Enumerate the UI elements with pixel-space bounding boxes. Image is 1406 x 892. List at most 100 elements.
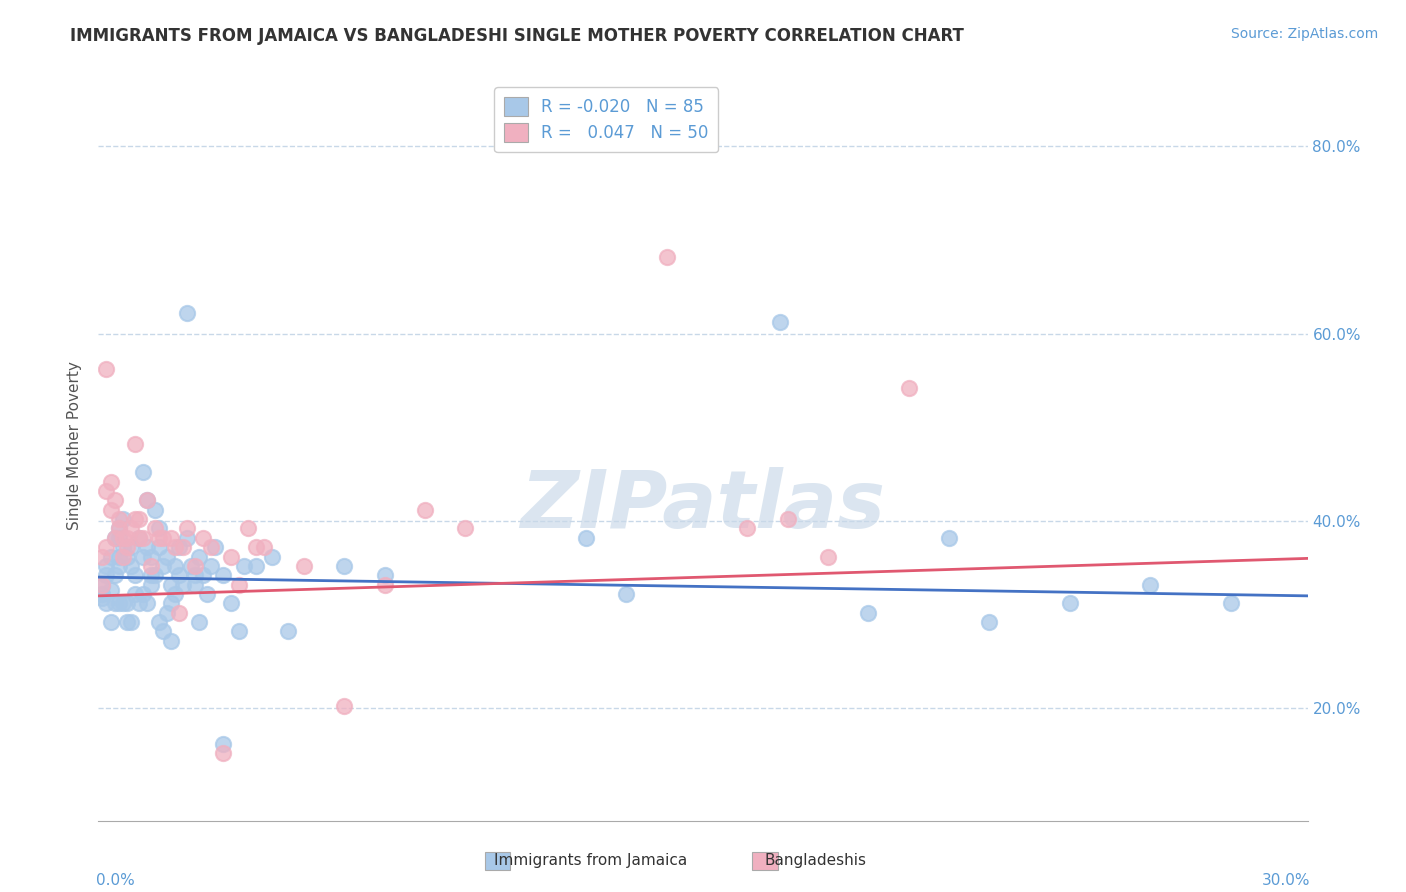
Point xyxy=(143,502,166,516)
Text: 0.0%: 0.0% xyxy=(96,873,135,888)
Point xyxy=(160,633,183,648)
Point xyxy=(139,549,162,564)
Point xyxy=(107,558,129,573)
Point xyxy=(96,568,118,582)
Point xyxy=(204,540,226,554)
Point xyxy=(184,577,207,591)
Point xyxy=(156,606,179,620)
Point xyxy=(188,615,211,629)
Point xyxy=(107,531,129,545)
Point xyxy=(120,521,142,535)
Point xyxy=(228,577,250,591)
Point xyxy=(737,521,759,535)
Point xyxy=(184,558,207,573)
Point xyxy=(575,531,598,545)
Point xyxy=(212,737,235,751)
Point xyxy=(1059,596,1081,610)
Point xyxy=(212,746,235,760)
Point xyxy=(200,540,222,554)
Point xyxy=(111,531,134,545)
Point xyxy=(143,568,166,582)
Point xyxy=(245,558,267,573)
Point xyxy=(938,531,960,545)
Point xyxy=(128,512,150,526)
Point xyxy=(221,549,243,564)
Point xyxy=(212,568,235,582)
Point xyxy=(132,465,155,479)
Point xyxy=(374,568,396,582)
Point xyxy=(160,596,183,610)
Point xyxy=(858,606,880,620)
Point xyxy=(96,483,118,498)
Text: IMMIGRANTS FROM JAMAICA VS BANGLADESHI SINGLE MOTHER POVERTY CORRELATION CHART: IMMIGRANTS FROM JAMAICA VS BANGLADESHI S… xyxy=(70,27,965,45)
Point xyxy=(96,540,118,554)
Point xyxy=(120,558,142,573)
Point xyxy=(152,624,174,639)
Point xyxy=(115,549,138,564)
Point xyxy=(135,493,157,508)
Text: Bangladeshis: Bangladeshis xyxy=(765,854,866,868)
Point xyxy=(160,531,183,545)
Text: 30.0%: 30.0% xyxy=(1261,873,1310,888)
Point xyxy=(163,558,186,573)
Legend: R = -0.020   N = 85, R =   0.047   N = 50: R = -0.020 N = 85, R = 0.047 N = 50 xyxy=(495,87,718,153)
Point xyxy=(163,540,186,554)
Point xyxy=(128,531,150,545)
Point xyxy=(655,250,678,264)
Point xyxy=(160,577,183,591)
Point xyxy=(135,493,157,508)
Point xyxy=(236,521,259,535)
Point xyxy=(374,577,396,591)
Point xyxy=(167,568,190,582)
Point xyxy=(135,540,157,554)
Point xyxy=(245,540,267,554)
Point xyxy=(91,587,114,601)
Point xyxy=(454,521,477,535)
Point xyxy=(333,558,356,573)
Point xyxy=(100,549,122,564)
Point xyxy=(193,568,215,582)
Point xyxy=(103,596,125,610)
Point xyxy=(152,558,174,573)
Point xyxy=(413,502,436,516)
Point xyxy=(253,540,276,554)
Point xyxy=(107,512,129,526)
Point xyxy=(103,531,125,545)
Text: Immigrants from Jamaica: Immigrants from Jamaica xyxy=(494,854,688,868)
Point xyxy=(176,531,198,545)
Text: ZIPatlas: ZIPatlas xyxy=(520,467,886,545)
Point xyxy=(107,521,129,535)
Point xyxy=(111,512,134,526)
Point xyxy=(1139,577,1161,591)
Point xyxy=(91,577,114,591)
Text: Source: ZipAtlas.com: Source: ZipAtlas.com xyxy=(1230,27,1378,41)
Point xyxy=(103,493,125,508)
Point xyxy=(277,624,299,639)
Point xyxy=(228,624,250,639)
Point xyxy=(897,381,920,395)
Point xyxy=(148,531,170,545)
Point xyxy=(172,540,194,554)
Point xyxy=(96,362,118,376)
Point xyxy=(115,540,138,554)
Point xyxy=(221,596,243,610)
Point xyxy=(100,475,122,489)
Point xyxy=(91,591,114,605)
Point xyxy=(167,606,190,620)
Point xyxy=(100,583,122,598)
Point xyxy=(115,615,138,629)
Point xyxy=(292,558,315,573)
Point xyxy=(184,568,207,582)
Point xyxy=(103,568,125,582)
Point xyxy=(111,540,134,554)
Point xyxy=(200,558,222,573)
Point xyxy=(148,540,170,554)
Point xyxy=(188,549,211,564)
Point xyxy=(143,521,166,535)
Point xyxy=(115,531,138,545)
Point xyxy=(156,549,179,564)
Point xyxy=(132,549,155,564)
Point xyxy=(616,587,638,601)
Point xyxy=(124,568,146,582)
Point xyxy=(180,558,202,573)
